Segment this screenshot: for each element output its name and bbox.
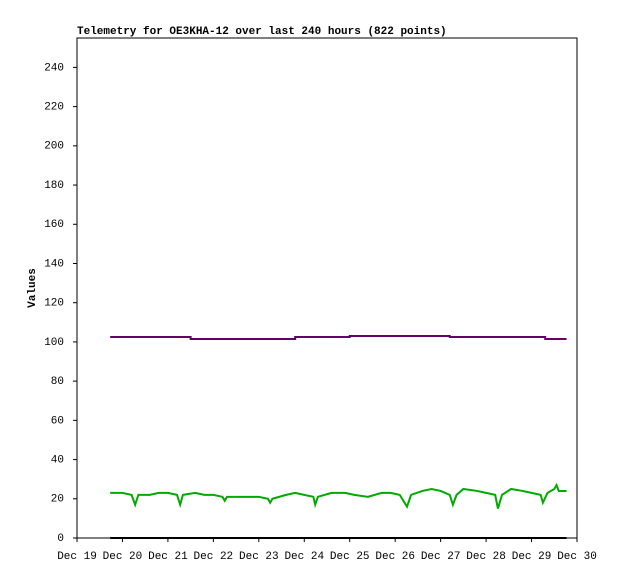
x-tick-label: Dec 19: [57, 551, 97, 563]
x-tick-label: Dec 21: [148, 551, 188, 563]
series-line: [110, 335, 567, 340]
y-tick-label: 120: [44, 298, 64, 310]
y-tick-label: 220: [44, 102, 64, 114]
y-tick-label: 0: [57, 533, 64, 545]
y-axis-label: Values: [27, 268, 39, 308]
y-tick-label: 140: [44, 258, 64, 270]
x-tick-label: Dec 23: [239, 551, 279, 563]
x-tick-label: Dec 29: [512, 551, 552, 563]
plot-frame: [76, 37, 578, 539]
series-line: [110, 482, 567, 509]
y-tick-label: 20: [51, 494, 64, 506]
y-tick-label: 80: [51, 376, 64, 388]
y-tick-label: 160: [44, 219, 64, 231]
x-tick-label: Dec 24: [284, 551, 324, 563]
y-tick-label: 180: [44, 180, 64, 192]
chart-title: Telemetry for OE3KHA-12 over last 240 ho…: [77, 26, 447, 38]
x-tick-label: Dec 26: [375, 551, 415, 563]
x-tick-label: Dec 27: [421, 551, 461, 563]
y-tick-label: 60: [51, 415, 64, 427]
x-tick-label: Dec 25: [330, 551, 370, 563]
y-tick-label: 240: [44, 62, 64, 74]
x-tick-label: Dec 22: [194, 551, 234, 563]
y-tick-label: 200: [44, 141, 64, 153]
x-tick-label: Dec 20: [103, 551, 143, 563]
x-tick-label: Dec 30: [557, 551, 597, 563]
x-tick-label: Dec 28: [466, 551, 506, 563]
y-tick-label: 100: [44, 337, 64, 349]
y-tick-label: 40: [51, 454, 64, 466]
